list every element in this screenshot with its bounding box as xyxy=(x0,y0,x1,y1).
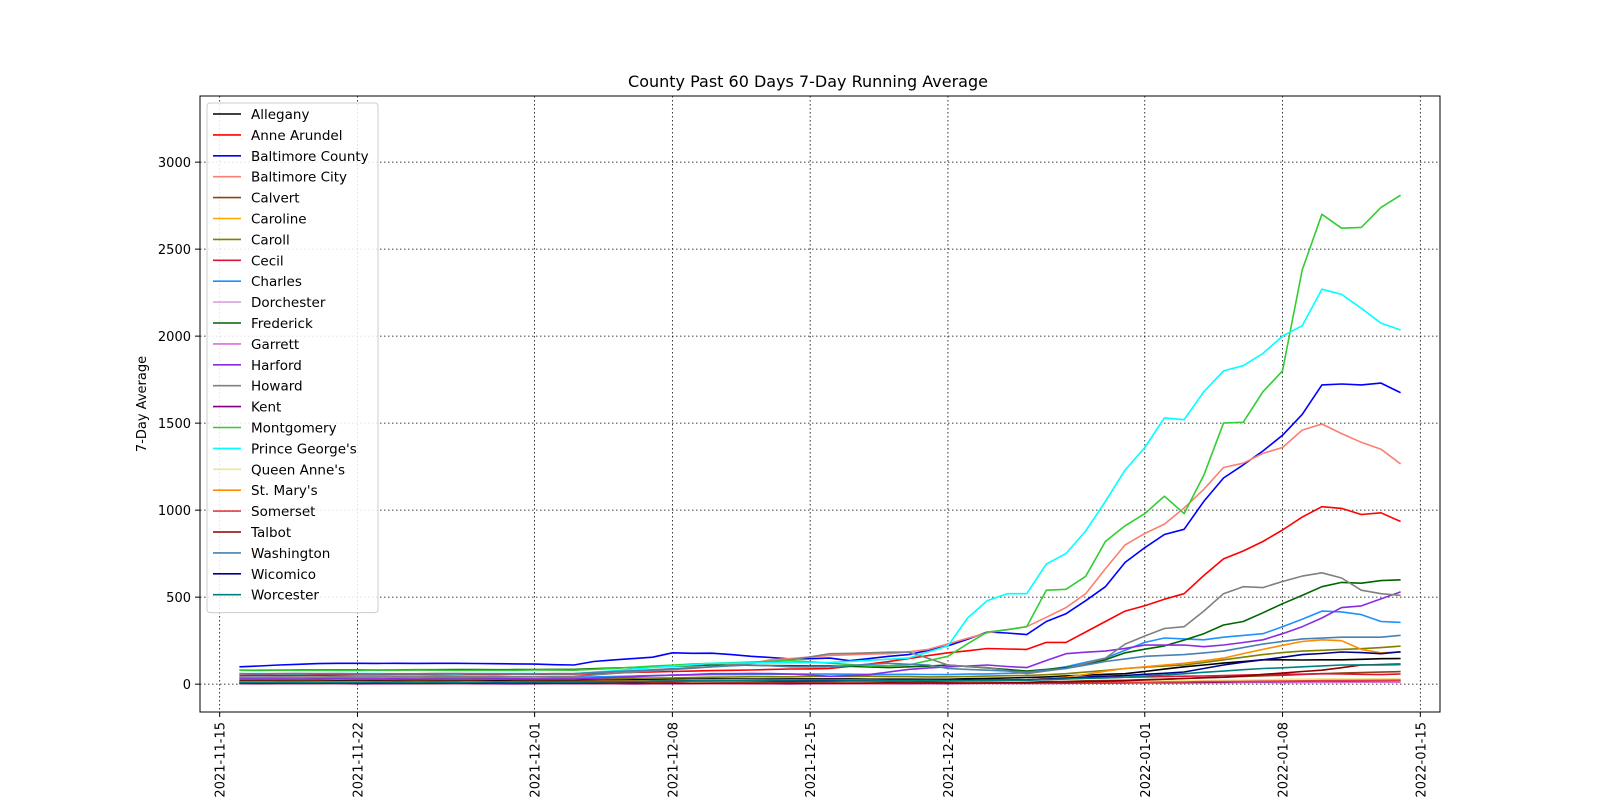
legend-entry-label: Harford xyxy=(251,358,302,374)
series-line xyxy=(239,571,1401,679)
series-line xyxy=(239,657,1401,682)
x-tick-label: 2021-12-15 xyxy=(804,722,819,798)
legend-entry-label: Caroline xyxy=(251,212,307,228)
legend-entry-label: Cecil xyxy=(251,253,284,269)
y-tick-label: 3000 xyxy=(158,156,191,171)
legend-entry-label: Frederick xyxy=(251,316,313,332)
plot-area-frame xyxy=(199,95,1441,713)
legend-frame xyxy=(206,102,379,614)
y-axis-label: 7-Day Average xyxy=(135,356,150,452)
y-tick-label: 500 xyxy=(166,591,191,606)
y-tick-label: 2000 xyxy=(158,330,191,345)
legend-entry-label: Allegany xyxy=(251,107,309,123)
legend-entry-label: Washington xyxy=(251,546,330,562)
x-tick-label: 2022-01-01 xyxy=(1139,722,1154,798)
legend-entry-label: St. Mary's xyxy=(251,483,318,499)
x-tick-label: 2021-12-01 xyxy=(529,722,544,798)
legend-entry-label: Montgomery xyxy=(251,421,337,437)
legend-entry-label: Prince George's xyxy=(251,441,357,457)
y-tick-label: 1000 xyxy=(158,504,191,519)
legend-entry-label: Kent xyxy=(251,400,281,416)
x-tick-label: 2022-01-08 xyxy=(1277,722,1292,798)
legend-entry-label: Baltimore City xyxy=(251,170,347,186)
legend-entry-label: Anne Arundel xyxy=(251,128,342,144)
series-line xyxy=(239,591,1401,680)
chart-title: County Past 60 Days 7-Day Running Averag… xyxy=(628,72,988,91)
y-tick-label: 0 xyxy=(183,678,191,693)
legend-entry-label: Caroll xyxy=(251,232,290,248)
series-line xyxy=(239,634,1401,675)
legend-entry-label: Wicomico xyxy=(251,567,316,583)
legend-entry-label: Charles xyxy=(251,274,302,290)
series-line xyxy=(239,663,1401,685)
y-tick-label: 2500 xyxy=(158,243,191,258)
x-axis: 2021-11-15 2021-11-22 2021-12-01 2021-12-08… xyxy=(214,712,1429,798)
x-tick-label: 2021-11-22 xyxy=(351,722,366,798)
legend-entry-label: Howard xyxy=(251,379,303,395)
legend: Allegany Anne Arundel Baltimore County Balt… xyxy=(206,102,379,614)
series-layer xyxy=(239,194,1402,685)
legend-entry-label: Worcester xyxy=(251,588,319,604)
x-tick-label: 2021-12-08 xyxy=(666,722,681,798)
legend-entry-label: Queen Anne's xyxy=(251,462,345,478)
legend-entry-label: Garrett xyxy=(251,337,299,353)
x-tick-label: 2022-01-15 xyxy=(1414,722,1429,798)
series-line xyxy=(239,663,1401,684)
legend-entry-label: Talbot xyxy=(250,525,291,541)
legend-entry-label: Somerset xyxy=(251,504,315,520)
series-line xyxy=(239,505,1401,677)
series-line xyxy=(239,382,1401,668)
x-tick-label: 2021-12-22 xyxy=(942,722,957,798)
y-tick-label: 1500 xyxy=(158,417,191,432)
x-tick-label: 2021-11-15 xyxy=(214,722,229,798)
legend-entry-label: Dorchester xyxy=(251,295,326,311)
y-axis: 0 500 1000 1500 2000 2500 3000 xyxy=(158,156,200,693)
legend-entry-label: Baltimore County xyxy=(251,149,369,165)
legend-entry-label: Calvert xyxy=(251,191,300,207)
grid-lines xyxy=(200,96,1440,712)
